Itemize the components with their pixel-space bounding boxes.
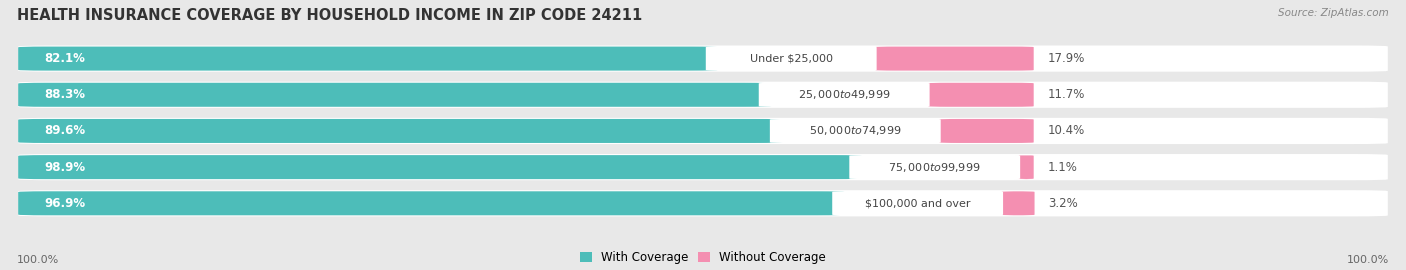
- FancyBboxPatch shape: [1014, 155, 1039, 179]
- Text: $50,000 to $74,999: $50,000 to $74,999: [808, 124, 901, 137]
- FancyBboxPatch shape: [759, 83, 929, 107]
- Text: $25,000 to $49,999: $25,000 to $49,999: [799, 88, 890, 101]
- FancyBboxPatch shape: [18, 83, 770, 107]
- FancyBboxPatch shape: [1001, 191, 1035, 215]
- Text: 100.0%: 100.0%: [17, 255, 59, 265]
- FancyBboxPatch shape: [18, 119, 782, 143]
- FancyBboxPatch shape: [18, 82, 1388, 108]
- Text: HEALTH INSURANCE COVERAGE BY HOUSEHOLD INCOME IN ZIP CODE 24211: HEALTH INSURANCE COVERAGE BY HOUSEHOLD I…: [17, 8, 643, 23]
- FancyBboxPatch shape: [18, 118, 1388, 144]
- Text: $75,000 to $99,999: $75,000 to $99,999: [889, 161, 981, 174]
- Text: 17.9%: 17.9%: [1047, 52, 1085, 65]
- FancyBboxPatch shape: [849, 155, 1021, 179]
- Text: 82.1%: 82.1%: [45, 52, 86, 65]
- Legend: With Coverage, Without Coverage: With Coverage, Without Coverage: [579, 251, 827, 264]
- FancyBboxPatch shape: [928, 83, 1033, 107]
- FancyBboxPatch shape: [18, 45, 1388, 72]
- FancyBboxPatch shape: [18, 191, 845, 215]
- Text: 98.9%: 98.9%: [45, 161, 86, 174]
- Text: 89.6%: 89.6%: [45, 124, 86, 137]
- Text: 96.9%: 96.9%: [45, 197, 86, 210]
- Text: $100,000 and over: $100,000 and over: [865, 198, 970, 208]
- FancyBboxPatch shape: [18, 190, 1388, 217]
- Text: 1.1%: 1.1%: [1047, 161, 1077, 174]
- FancyBboxPatch shape: [876, 47, 1033, 70]
- Text: 88.3%: 88.3%: [45, 88, 86, 101]
- Text: 100.0%: 100.0%: [1347, 255, 1389, 265]
- FancyBboxPatch shape: [18, 155, 862, 179]
- Text: 3.2%: 3.2%: [1049, 197, 1078, 210]
- Text: Under $25,000: Under $25,000: [749, 53, 832, 64]
- FancyBboxPatch shape: [706, 47, 876, 70]
- Text: 10.4%: 10.4%: [1047, 124, 1084, 137]
- FancyBboxPatch shape: [18, 47, 718, 70]
- FancyBboxPatch shape: [18, 154, 1388, 180]
- Text: 11.7%: 11.7%: [1047, 88, 1085, 101]
- FancyBboxPatch shape: [770, 119, 941, 143]
- FancyBboxPatch shape: [939, 119, 1033, 143]
- Text: Source: ZipAtlas.com: Source: ZipAtlas.com: [1278, 8, 1389, 18]
- FancyBboxPatch shape: [832, 191, 1002, 215]
